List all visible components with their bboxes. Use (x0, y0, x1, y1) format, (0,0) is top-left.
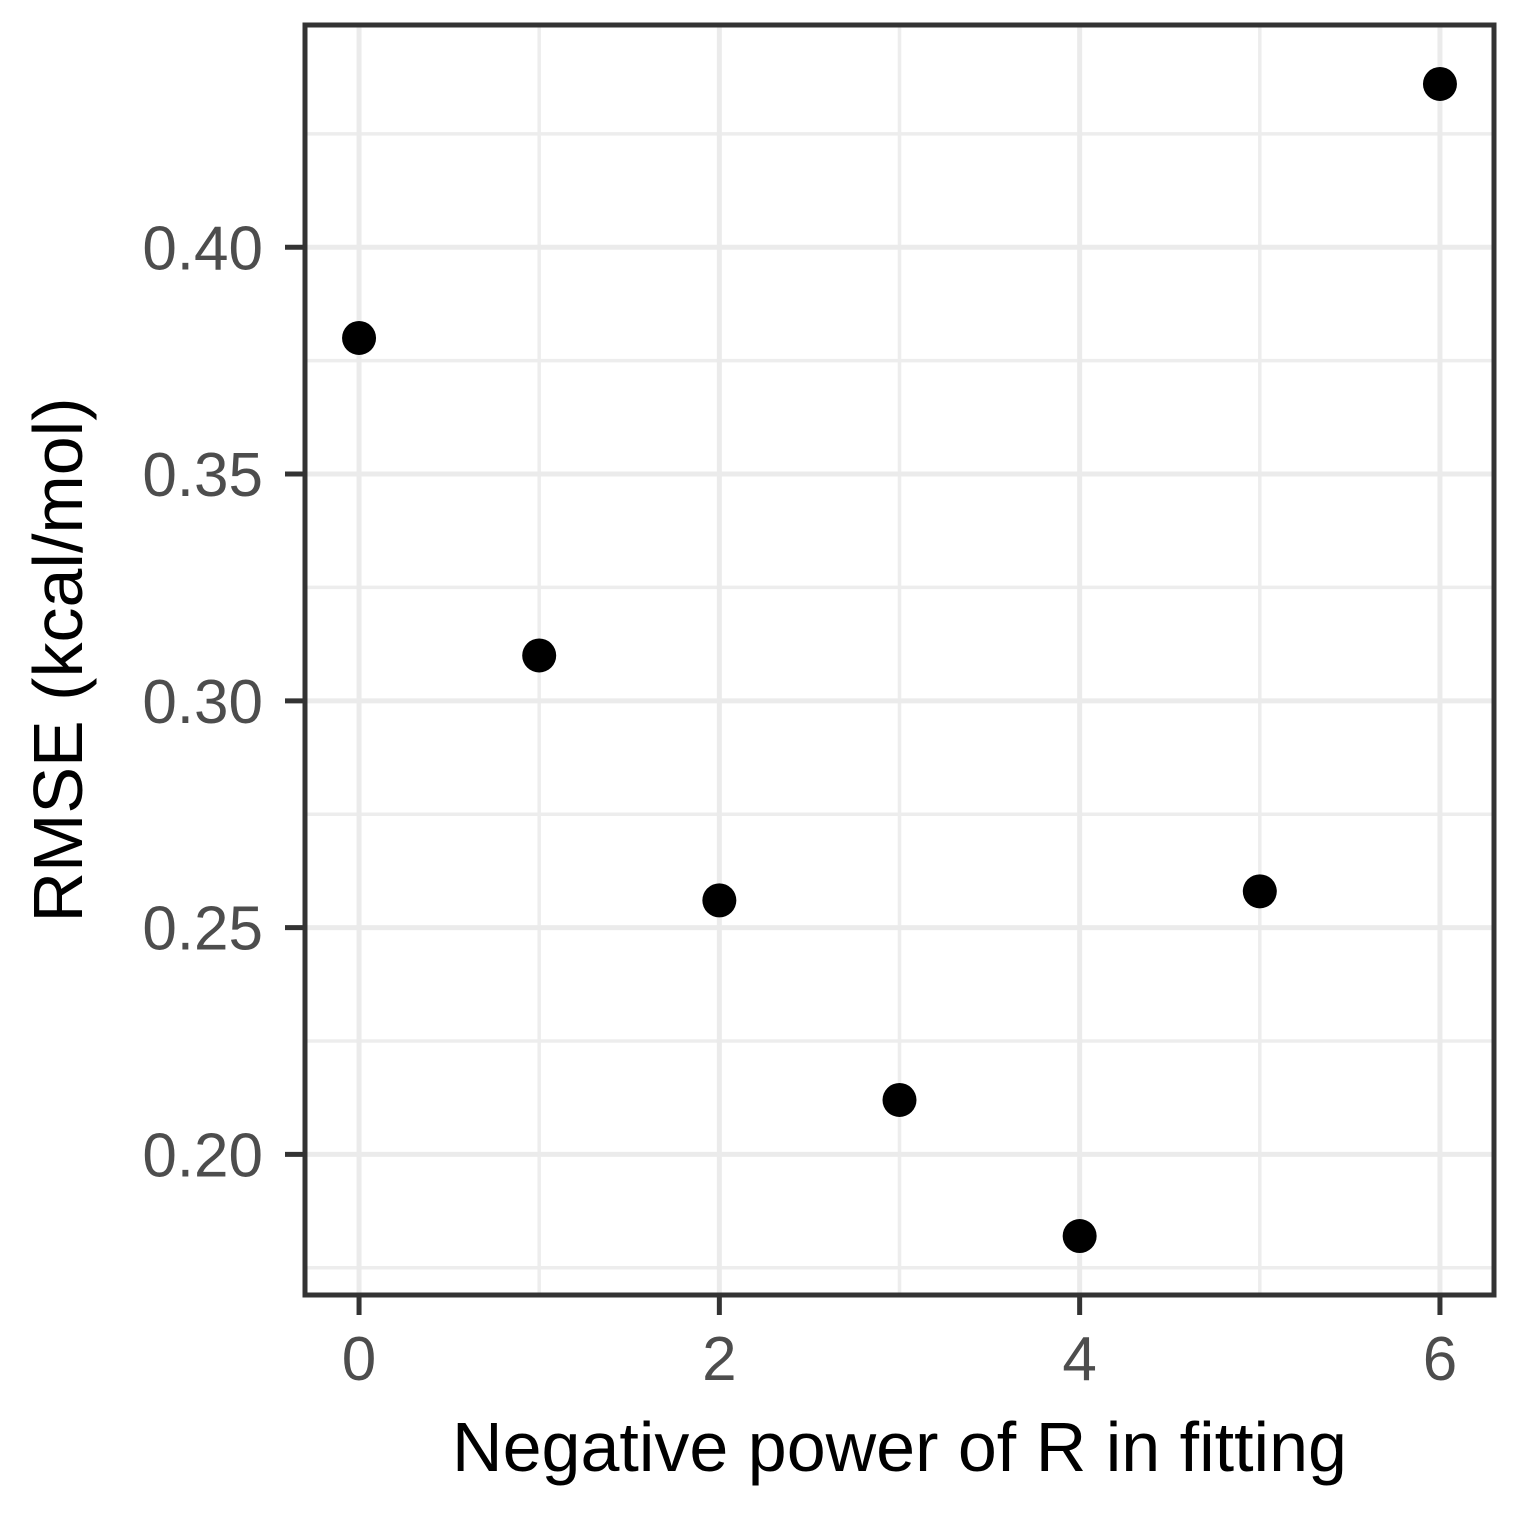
y-tick-label: 0.35 (142, 441, 263, 510)
data-point (882, 1082, 917, 1117)
y-tick-label: 0.20 (142, 1121, 263, 1190)
data-point (522, 638, 557, 673)
y-tick-label: 0.40 (142, 214, 263, 283)
y-axis-title: RMSE (kcal/mol) (19, 397, 97, 923)
x-axis-title: Negative power of R in fitting (452, 1408, 1347, 1486)
data-point (702, 883, 737, 918)
x-tick-label: 2 (702, 1325, 736, 1394)
data-point (1422, 66, 1457, 101)
data-point (342, 320, 377, 355)
x-tick-label: 4 (1062, 1325, 1096, 1394)
y-tick-label: 0.25 (142, 895, 263, 964)
y-tick-label: 0.30 (142, 668, 263, 737)
x-tick-label: 0 (342, 1325, 376, 1394)
data-point (1062, 1219, 1097, 1254)
data-point (1242, 874, 1277, 909)
panel-border (302, 22, 1497, 1298)
x-tick-label: 6 (1423, 1325, 1457, 1394)
